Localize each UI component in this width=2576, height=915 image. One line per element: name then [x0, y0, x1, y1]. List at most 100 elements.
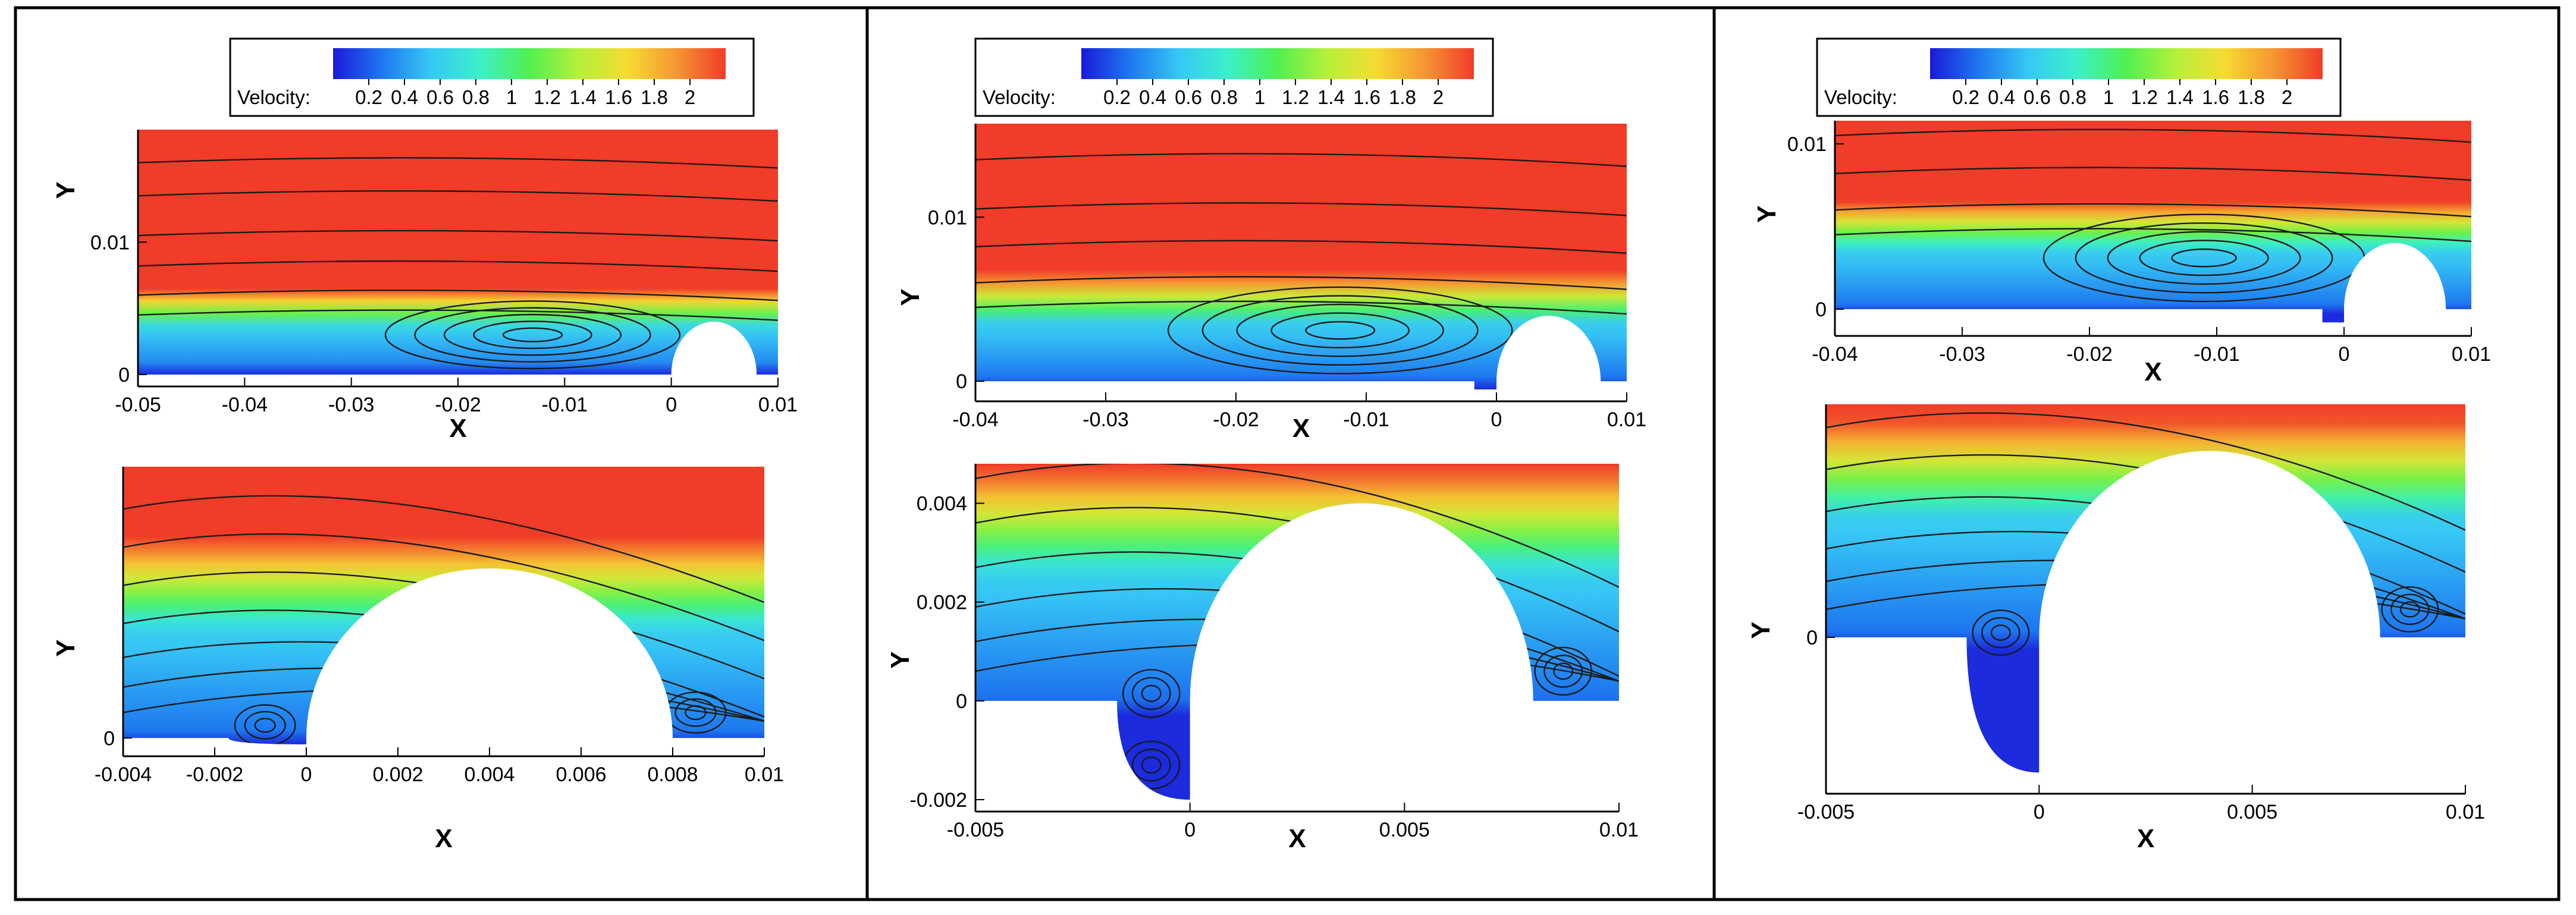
- vortex-streamline: [1305, 320, 1376, 340]
- outer-streamline: [138, 190, 778, 202]
- velocity-field: [975, 124, 1627, 389]
- x-tick-label: -0.02: [2066, 343, 2113, 366]
- x-tick-label: -0.01: [542, 394, 588, 416]
- colorbar-tick-label: 1.6: [605, 86, 632, 108]
- velocity-fill: [1826, 404, 2465, 773]
- velocity-fill: [138, 130, 778, 375]
- corner-vortex-streamline: [685, 705, 707, 721]
- y-tick-label: 0: [956, 370, 967, 393]
- y-tick-label: 0.002: [917, 592, 967, 614]
- x-tick-label: 0: [2034, 801, 2045, 823]
- x-tick-label: 0.01: [2452, 343, 2491, 366]
- corner-vortex-streamline: [244, 710, 286, 740]
- x-tick-label: -0.02: [1213, 408, 1259, 431]
- vortex-streamline: [473, 320, 592, 350]
- x-tick-label: -0.04: [222, 394, 268, 416]
- x-tick-label: -0.04: [1812, 343, 1858, 366]
- colorbar-tick-label: 1: [1254, 86, 1265, 108]
- colorbar-tick-label: 0.6: [1175, 86, 1202, 108]
- streamlines: [975, 153, 1627, 375]
- y-axis-label: Y: [51, 181, 80, 199]
- outer-streamline: [975, 507, 1619, 633]
- colorbar-tick-label: 0.6: [2023, 86, 2051, 108]
- y-tick-label: 0: [956, 690, 967, 713]
- x-axis-label: X: [2144, 357, 2161, 386]
- vortex-streamline: [1167, 286, 1513, 375]
- colorbar-tick-label: 0.4: [1139, 86, 1166, 108]
- corner-vortex-streamline: [1543, 655, 1583, 688]
- colorbar-left: Velocity: 0.2 0.4 0.6 0.8 1 1.2 1.4 1.6 1.8 2: [229, 37, 755, 117]
- colorbar-tick-label: 1.4: [2166, 86, 2194, 108]
- corner-vortex-streamline: [1972, 609, 2030, 656]
- axes: -0.005 0 0.005 0.01 -0.002 0 0.002 0.004 X Y: [886, 464, 1639, 853]
- vortex-streamline: [1270, 312, 1410, 348]
- colorbar-tick-label: 0.2: [1103, 86, 1131, 108]
- vortex-streamline: [1201, 295, 1479, 366]
- x-tick-label: 0.002: [372, 763, 423, 786]
- vortex-streamline: [384, 300, 681, 370]
- vortex-streamline: [502, 327, 563, 342]
- x-axis-label: X: [1288, 824, 1306, 853]
- corner-vortex-streamline: [1141, 756, 1162, 774]
- vortex-streamline: [2171, 248, 2237, 268]
- vortex-streamline: [1236, 303, 1444, 357]
- velocity-fill: [975, 124, 1627, 389]
- corner-vortex-streamline: [1131, 677, 1171, 710]
- colorbar-tick-label: 2: [685, 86, 695, 108]
- colorbar-label: Velocity:: [1824, 86, 1897, 108]
- outer-streamline: [123, 533, 764, 642]
- colorbar-tick-label: 1.8: [1389, 86, 1416, 108]
- x-tick-label: 0.006: [556, 763, 606, 786]
- corner-vortex-streamline: [2381, 586, 2439, 633]
- y-axis-label: Y: [886, 651, 915, 668]
- colorbar-tick-label: 1.4: [569, 86, 597, 108]
- x-tick-label: -0.01: [2194, 343, 2240, 366]
- colorbar-label: Velocity:: [237, 86, 310, 108]
- colorbar-tick-label: 0.4: [1988, 86, 2015, 108]
- x-tick-label: -0.004: [95, 763, 152, 786]
- x-tick-label: -0.005: [947, 819, 1004, 841]
- outer-streamline: [138, 260, 778, 272]
- x-tick-label: 0.005: [1379, 819, 1430, 841]
- x-axis-label: X: [435, 824, 452, 853]
- x-tick-label: -0.01: [1343, 408, 1389, 431]
- velocity-field: [1835, 121, 2471, 323]
- corner-vortex-streamline: [1141, 684, 1162, 702]
- x-tick-label: -0.05: [115, 394, 161, 416]
- outer-streamline: [1835, 228, 2471, 243]
- colorbar-tick-label: 0.2: [355, 86, 382, 108]
- colorbar-tick-label: 0.4: [391, 86, 418, 108]
- colorbar-tick-label: 0.2: [1952, 86, 1979, 108]
- plot-left-zoom: -0.004 -0.002 0 0.002 0.004 0.006 0.008 0.01 0 X Y: [51, 467, 784, 853]
- colorbar-tick-label: 1.8: [2238, 86, 2265, 108]
- outer-streamline: [123, 495, 764, 603]
- axes: -0.05 -0.04 -0.03 -0.02 -0.01 0 0.01 0 0.01 X Y: [51, 130, 798, 443]
- colorbar-tick-label: 1.2: [2131, 86, 2158, 108]
- corner-vortex-streamline: [2399, 601, 2420, 618]
- outer-streamline: [138, 309, 778, 321]
- x-tick-label: 0: [301, 763, 312, 786]
- colorbar-tick-label: 1.2: [534, 86, 561, 108]
- colorbar-tick-label: 0.8: [2059, 86, 2086, 108]
- corner-vortex-streamline: [1981, 617, 2020, 649]
- vortex-streamline: [2075, 222, 2333, 294]
- x-tick-label: 0.005: [2227, 801, 2277, 823]
- velocity-fill: [1835, 121, 2471, 323]
- y-tick-label: 0.004: [917, 492, 967, 515]
- corner-vortex-streamline: [1534, 646, 1593, 696]
- x-tick-label: 0.01: [745, 763, 784, 786]
- outer-streamline: [138, 229, 778, 242]
- velocity-field: [123, 467, 764, 744]
- x-tick-label: 0.01: [1599, 819, 1639, 841]
- colorbar-tick-label: 0.8: [462, 86, 490, 108]
- y-tick-label: 0.01: [928, 206, 967, 229]
- x-tick-label: 0.01: [758, 394, 798, 416]
- y-axis-label: Y: [1746, 621, 1775, 639]
- y-axis-label: Y: [51, 639, 80, 656]
- axes: -0.04 -0.03 -0.02 -0.01 0 0.01 0 0.01 X Y: [896, 124, 1646, 443]
- outer-streamline: [1835, 166, 2471, 181]
- colorbar-tick-label: 0.8: [1210, 86, 1238, 108]
- velocity-fill: [975, 464, 1619, 800]
- x-tick-label: 0: [1184, 819, 1196, 841]
- x-tick-label: -0.03: [1083, 408, 1129, 431]
